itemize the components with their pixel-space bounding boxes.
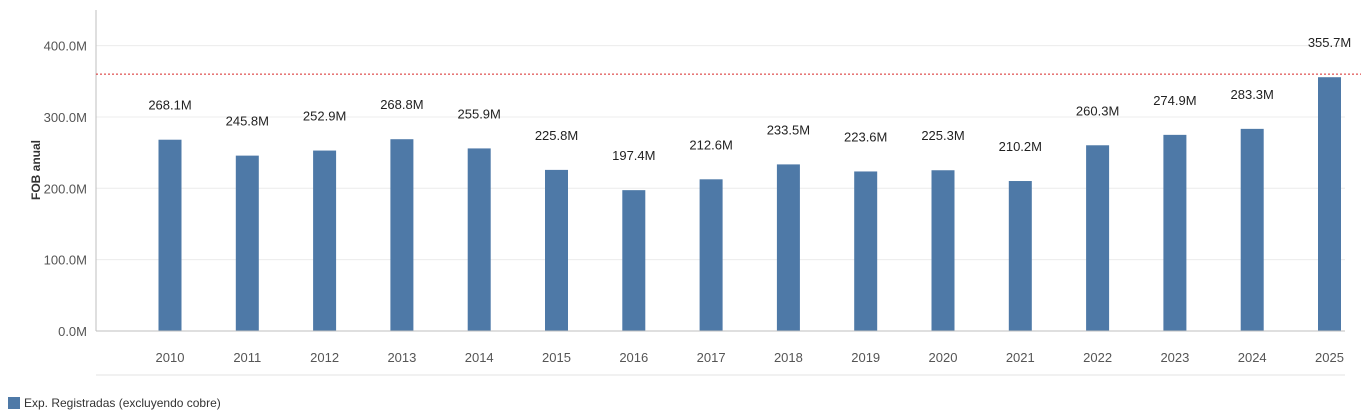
x-tick-label: 2018 — [774, 350, 803, 365]
x-tick-label: 2014 — [465, 350, 494, 365]
legend: Exp. Registradas (excluyendo cobre) — [8, 395, 221, 411]
data-label: 225.8M — [535, 128, 578, 143]
data-label: 210.2M — [999, 139, 1042, 154]
data-label: 223.6M — [844, 129, 887, 144]
x-tick-label: 2013 — [387, 350, 416, 365]
bar-2012 — [313, 150, 337, 331]
x-tick-label: 2015 — [542, 350, 571, 365]
x-axis-ticks: 2010 2011 2012 2013 2014 2015 2016 2017 2018 2019… — [156, 350, 1344, 365]
x-tick-label: 2025 — [1315, 350, 1344, 365]
data-label: 274.9M — [1153, 93, 1196, 108]
y-tick-label: 0.0M — [58, 324, 87, 339]
y-tick-label: 100.0M — [44, 253, 87, 268]
x-tick-label: 2016 — [619, 350, 648, 365]
bar-2023 — [1163, 134, 1187, 331]
y-tick-label: 400.0M — [44, 39, 87, 54]
data-labels: 268.1M 245.8M 252.9M 268.8M 255.9M 225.8M 197.… — [148, 35, 1351, 163]
x-tick-label: 2024 — [1238, 350, 1267, 365]
x-tick-label: 2012 — [310, 350, 339, 365]
y-tick-label: 300.0M — [44, 110, 87, 125]
x-tick-label: 2021 — [1006, 350, 1035, 365]
bar-2010 — [158, 139, 182, 331]
x-tick-label: 2019 — [851, 350, 880, 365]
data-label: 255.9M — [458, 106, 501, 121]
x-tick-label: 2022 — [1083, 350, 1112, 365]
data-label: 245.8M — [226, 114, 269, 129]
y-tick-label: 200.0M — [44, 181, 87, 196]
x-tick-label: 2010 — [156, 350, 185, 365]
legend-label: Exp. Registradas (excluyendo cobre) — [24, 396, 221, 410]
x-tick-label: 2017 — [697, 350, 726, 365]
bar-2013 — [390, 139, 414, 331]
bar-2018 — [776, 164, 800, 331]
data-label: 225.3M — [921, 128, 964, 143]
bar-2019 — [854, 171, 878, 331]
data-label: 252.9M — [303, 109, 346, 124]
bar-2011 — [235, 155, 259, 331]
data-label: 233.5M — [767, 122, 810, 137]
bar-2021 — [1008, 181, 1032, 331]
legend-swatch — [8, 397, 20, 409]
data-label: 260.3M — [1076, 103, 1119, 118]
bars — [158, 77, 1341, 331]
data-label: 212.6M — [689, 137, 732, 152]
x-tick-label: 2023 — [1160, 350, 1189, 365]
data-label: 268.8M — [380, 97, 423, 112]
bar-2016 — [622, 190, 646, 331]
bar-2020 — [931, 170, 955, 331]
data-label: 355.7M — [1308, 35, 1351, 50]
data-label: 283.3M — [1231, 87, 1274, 102]
y-axis-ticks: 0.0M 100.0M 200.0M 300.0M 400.0M — [44, 39, 87, 339]
bar-2024 — [1240, 128, 1264, 331]
data-label: 268.1M — [148, 98, 191, 113]
x-tick-label: 2011 — [233, 350, 261, 365]
y-axis-title: FOB anual — [29, 140, 43, 200]
bar-2017 — [699, 179, 723, 331]
bar-2014 — [467, 148, 491, 331]
x-tick-label: 2020 — [929, 350, 958, 365]
data-label: 197.4M — [612, 148, 655, 163]
bar-2025 — [1318, 77, 1341, 331]
bar-2022 — [1086, 145, 1110, 331]
bar-2015 — [545, 169, 568, 331]
